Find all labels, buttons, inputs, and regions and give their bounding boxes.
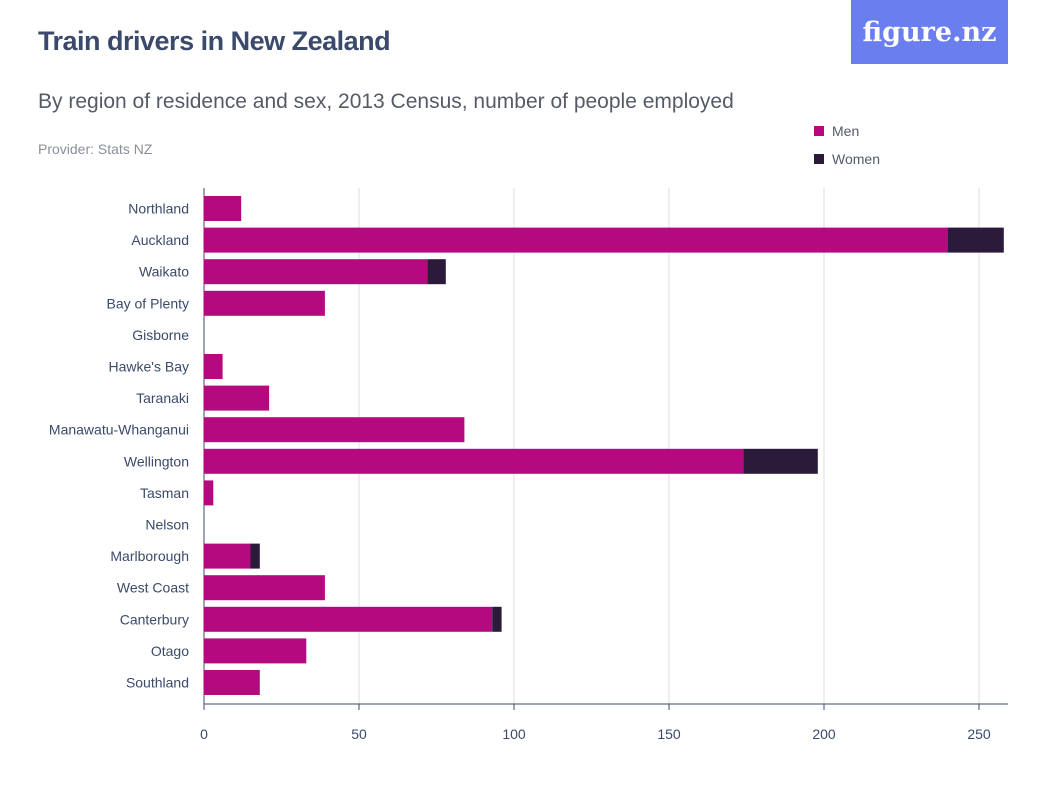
category-label: Manawatu-Whanganui (49, 422, 189, 438)
bar-men (204, 259, 428, 285)
bar-women (250, 543, 260, 569)
x-tick-label: 250 (967, 726, 991, 742)
bar-men (204, 227, 948, 253)
category-label: Gisborne (132, 327, 189, 343)
category-label: Southland (126, 675, 189, 691)
category-label: Northland (128, 201, 189, 217)
bar-men (204, 354, 223, 379)
legend: Men Women (814, 117, 880, 173)
legend-item-women: Women (814, 145, 880, 173)
category-label: Waikato (139, 264, 189, 280)
category-label: Tasman (140, 485, 189, 501)
category-label: Otago (151, 643, 189, 659)
bar-men (204, 385, 270, 411)
x-tick-label: 0 (200, 726, 208, 742)
bar-men (204, 606, 493, 632)
figure-nz-logo[interactable]: figure.nz (851, 0, 1008, 64)
category-label: West Coast (117, 580, 189, 596)
category-label: Marlborough (110, 548, 189, 564)
bar-men (204, 670, 260, 695)
bar-women (743, 448, 818, 474)
category-label: Wellington (124, 453, 189, 469)
category-label: Auckland (131, 232, 189, 248)
category-label: Canterbury (120, 611, 189, 627)
x-tick-label: 200 (812, 726, 836, 742)
legend-label-men: Men (832, 123, 860, 139)
bar-men (204, 417, 465, 443)
legend-swatch-women (814, 154, 824, 164)
x-tick-label: 150 (657, 726, 681, 742)
bar-men (204, 480, 214, 506)
bar-women (427, 259, 446, 285)
provider-note: Provider: Stats NZ (38, 141, 153, 157)
bar-women (948, 227, 1004, 253)
bar-men (204, 575, 325, 601)
bar-men (204, 196, 242, 221)
category-label: Hawke's Bay (109, 359, 189, 375)
legend-label-women: Women (832, 151, 880, 167)
bar-men (204, 448, 744, 474)
bar-men (204, 638, 307, 664)
x-tick-label: 50 (351, 726, 367, 742)
bar-men (204, 290, 325, 316)
bar-women (492, 606, 502, 632)
category-label: Bay of Plenty (107, 295, 190, 311)
legend-swatch-men (814, 126, 824, 136)
category-label: Taranaki (136, 390, 189, 406)
chart-subtitle: By region of residence and sex, 2013 Cen… (38, 90, 734, 113)
bar-men (204, 543, 251, 569)
chart-title: Train drivers in New Zealand (38, 26, 391, 56)
x-tick-label: 100 (502, 726, 526, 742)
legend-item-men: Men (814, 117, 880, 145)
category-label: Nelson (145, 517, 189, 533)
